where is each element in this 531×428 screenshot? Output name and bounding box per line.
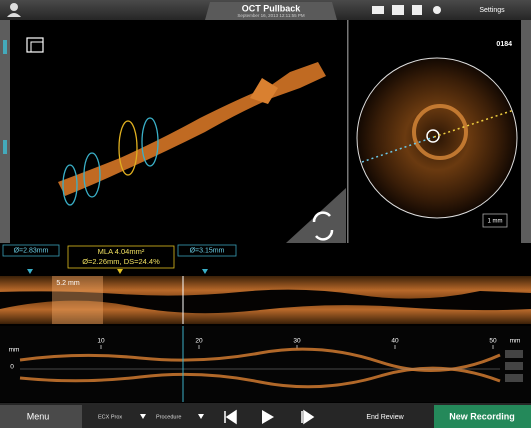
diameter-box [2,244,60,257]
settings[interactable]: Settings [479,7,505,14]
ring-marker [83,152,101,198]
scale-tick-label: 10 [97,338,105,345]
print-icon[interactable] [392,5,404,15]
unit-right: mm [510,338,521,345]
left-diameter: Ø=2.83mm [14,247,49,254]
right-diameter: Ø=3.15mm [190,247,225,254]
3d-view [0,20,346,243]
vessel-wall-upper [19,347,501,373]
sidebar-marker [3,40,7,54]
next-button[interactable] [301,409,315,425]
export-icon[interactable] [412,5,422,15]
camera-icon[interactable] [372,6,384,14]
previous-button[interactable] [224,409,237,425]
new-recording-button[interactable] [434,405,531,428]
segment-highlight [52,276,103,324]
scale-tick-label: 40 [391,338,399,345]
marker [27,269,33,274]
lumen-core [0,289,531,314]
oct-frame [356,57,518,219]
scale-tick-label: 30 [293,338,301,345]
unit-left: mm [9,347,20,354]
rotate-icon [312,211,334,241]
ring-marker [118,120,138,176]
gear-icon[interactable] [433,6,441,14]
zoom-button[interactable] [505,374,523,382]
menu-button[interactable] [0,405,82,428]
zoom-button[interactable] [505,350,523,358]
frame-number: 0184 [496,41,512,48]
longitudinal-view [0,326,531,402]
scale-bar-label: 1 mm [488,219,503,225]
new-recording-label: New Recording [449,411,515,421]
right-sidebar[interactable] [521,20,531,243]
mla-box [67,245,175,269]
end-review[interactable]: End Review [366,414,404,421]
title-tab [205,2,337,20]
sidebar-marker [3,140,7,154]
diameter-line [433,109,515,138]
vessel-branch [250,78,278,104]
title: OCT Pullback [242,3,302,13]
zero-label: 0 [10,364,14,371]
left-sidebar[interactable] [0,20,10,243]
marker [202,269,208,274]
measurement-strip [0,243,531,276]
scale-bar [482,213,508,228]
timestamp: September 16, 2013 12:11:55 PM [237,13,304,18]
user-icon[interactable] [10,3,18,11]
ring-marker [141,117,159,167]
scale-tick-label: 20 [195,338,203,345]
scale-tick-label: 50 [489,338,497,345]
view-dropdown[interactable]: ECX Prox [98,414,122,420]
segment-length: 5.2 mm [56,280,80,287]
divider [347,20,349,243]
play-button[interactable] [262,410,274,424]
dropdown-arrow [140,414,146,419]
ring-marker [62,164,78,206]
zoom-button[interactable] [505,362,523,370]
user-icon-body [7,13,21,17]
mla: MLA 4.04mm² [98,247,145,256]
lumen-wall [412,104,468,160]
dropdown-arrow [198,414,204,419]
marker [117,269,123,274]
diameter-box [177,244,237,257]
mla-detail: Ø=2.26mm, DS=24.4% [82,257,160,266]
procedure-dropdown[interactable]: Procedure [156,414,181,420]
view-toggle-icon-inner [30,41,44,53]
menu-label: Menu [27,411,50,421]
